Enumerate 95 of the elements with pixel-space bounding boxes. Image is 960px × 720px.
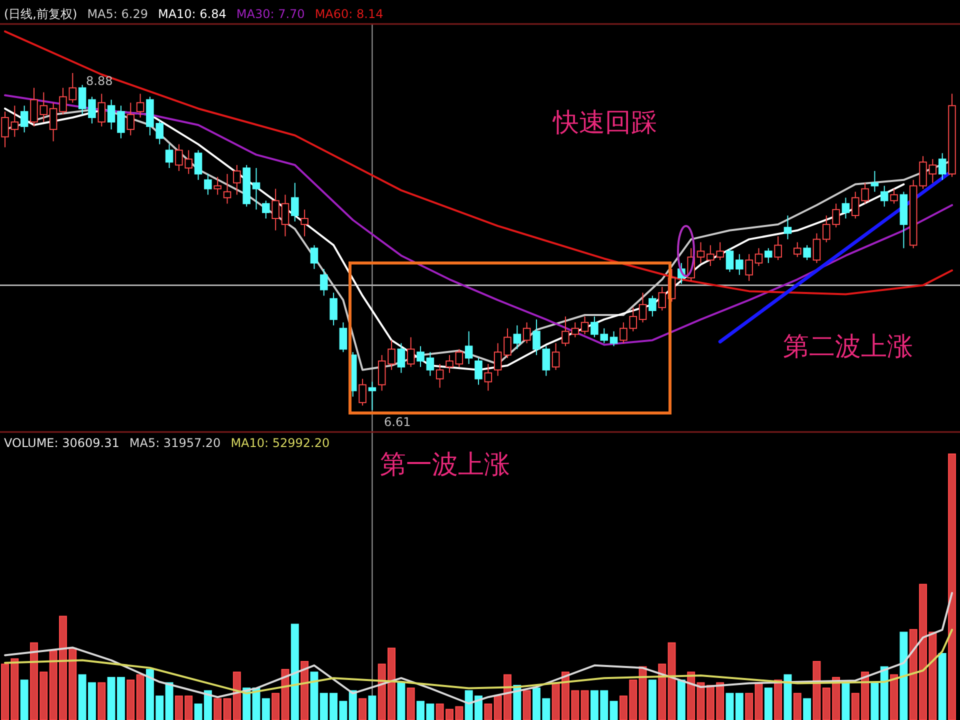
bar: [310, 672, 318, 720]
bar: [812, 660, 821, 720]
candlestick: [784, 215, 792, 240]
bar: [290, 624, 299, 720]
candlestick: [928, 158, 937, 184]
bar: [98, 682, 106, 720]
candlestick: [880, 185, 888, 208]
candlestick: [126, 102, 135, 136]
annotation: 第二波上涨: [783, 332, 913, 362]
annotation: 快速回踩: [552, 108, 657, 138]
annotation: 第一波上涨: [380, 450, 510, 480]
bar: [774, 680, 782, 720]
bar: [232, 672, 241, 720]
bar: [610, 700, 618, 720]
bar: [668, 642, 676, 720]
bar: [658, 664, 666, 720]
candlestick: [252, 168, 260, 210]
candlestick: [49, 102, 58, 142]
text: MA30: 7.70: [236, 7, 305, 21]
candlestick: [330, 292, 338, 326]
bar: [754, 682, 763, 720]
candlestick: [446, 354, 454, 374]
candlestick: [745, 254, 753, 282]
bar: [890, 674, 898, 720]
bar: [842, 682, 850, 720]
candlestick: [464, 330, 473, 364]
bar: [214, 698, 222, 720]
candlestick: [320, 268, 328, 296]
candlestick: [272, 188, 280, 231]
candlestick: [107, 99, 116, 130]
bar: [204, 690, 212, 720]
candlestick: [20, 105, 28, 133]
bar: [687, 672, 696, 720]
text: MA10: 52992.20: [230, 436, 330, 450]
candlestick: [532, 318, 540, 356]
bar: [948, 454, 956, 720]
candlestick: [513, 324, 522, 350]
bar: [793, 692, 802, 720]
bar: [522, 690, 531, 720]
bar: [368, 696, 376, 720]
candlestick: [870, 170, 879, 192]
candlestick: [40, 92, 48, 122]
bar: [580, 690, 589, 720]
bar: [764, 688, 772, 720]
bar: [348, 690, 357, 720]
candlestick: [223, 173, 232, 204]
bar: [20, 680, 28, 720]
candlestick: [736, 254, 744, 276]
chart-title: VOLUME: 30609.31: [4, 436, 120, 450]
bar: [870, 682, 879, 720]
bar: [803, 698, 812, 720]
text: MA5: 6.29: [87, 7, 148, 21]
bar: [136, 674, 144, 720]
candlestick: [938, 152, 946, 180]
candlestick: [291, 182, 299, 222]
bar: [938, 653, 946, 720]
candlestick: [300, 209, 308, 237]
bar: [880, 666, 888, 720]
bar: [300, 660, 309, 720]
bar: [648, 680, 656, 720]
bar: [726, 692, 734, 720]
bar: [126, 680, 135, 720]
candlestick: [416, 346, 424, 368]
candlestick: [10, 105, 19, 138]
candlestick: [696, 242, 705, 264]
text: 6.61: [384, 415, 411, 429]
bar: [406, 688, 415, 720]
candlestick: [281, 194, 290, 237]
bar: [900, 632, 908, 720]
bar: [397, 682, 406, 720]
bar: [262, 698, 270, 720]
candlestick: [388, 340, 396, 370]
candlestick: [233, 164, 241, 196]
candlestick: [117, 105, 125, 139]
bar: [223, 698, 232, 720]
bar: [484, 704, 492, 720]
annotation: 8.88: [86, 74, 113, 88]
candlestick: [494, 342, 502, 376]
bar: [735, 692, 744, 720]
candlestick: [426, 352, 434, 376]
candlestick: [397, 342, 406, 374]
chart-title: (日线,前复权): [4, 7, 78, 21]
bar: [272, 692, 280, 720]
text: MA5: 31957.20: [129, 436, 221, 450]
bar: [784, 674, 792, 720]
bar: [194, 704, 202, 720]
text: MA60: 8.14: [314, 7, 384, 21]
bar: [358, 698, 367, 720]
bar: [638, 666, 647, 720]
bar: [745, 692, 754, 720]
candlestick: [842, 197, 850, 219]
candlestick: [1, 111, 9, 148]
bar: [165, 682, 174, 720]
text: MA10: 6.84: [158, 7, 226, 21]
bar: [677, 680, 686, 720]
